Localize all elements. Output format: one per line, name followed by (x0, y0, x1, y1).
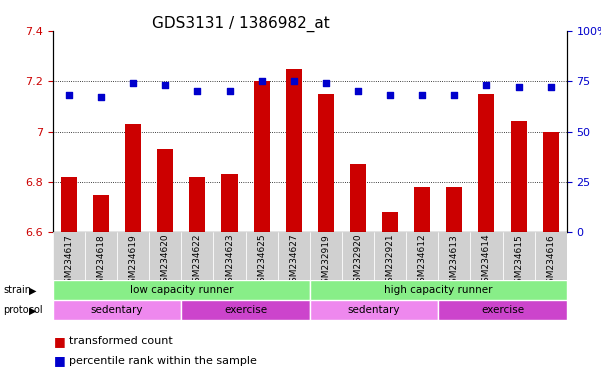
Text: GSM232921: GSM232921 (386, 234, 395, 288)
Bar (254, 81, 270, 232)
Text: GDS3131 / 1386982_at: GDS3131 / 1386982_at (151, 15, 329, 31)
Bar (117, 232, 149, 280)
Text: exercise: exercise (481, 305, 524, 315)
Text: GSM232919: GSM232919 (322, 234, 331, 288)
Bar (543, 131, 559, 232)
Bar (471, 232, 502, 280)
Bar (182, 300, 310, 320)
Text: GSM234614: GSM234614 (482, 234, 491, 288)
Bar (406, 232, 438, 280)
Bar (374, 232, 406, 280)
Point (321, 80, 331, 86)
Text: GSM234627: GSM234627 (289, 234, 298, 288)
Point (289, 78, 299, 84)
Text: GSM234623: GSM234623 (225, 234, 234, 288)
Text: GSM234616: GSM234616 (546, 234, 555, 288)
Text: GSM234612: GSM234612 (418, 234, 427, 288)
Bar (278, 232, 310, 280)
Bar (189, 177, 206, 232)
Bar (310, 300, 438, 320)
Point (192, 88, 202, 94)
Bar (157, 149, 173, 232)
Point (353, 88, 363, 94)
Text: GSM234618: GSM234618 (97, 234, 106, 288)
Bar (318, 94, 334, 232)
Point (96, 94, 106, 100)
Point (225, 88, 234, 94)
Text: transformed count: transformed count (69, 336, 173, 346)
Bar (53, 280, 310, 300)
Point (129, 80, 138, 86)
Point (450, 92, 459, 98)
Point (546, 84, 555, 90)
Text: GSM234617: GSM234617 (64, 234, 73, 288)
Point (514, 84, 523, 90)
Bar (285, 68, 302, 232)
Point (160, 82, 170, 88)
Bar (93, 195, 109, 232)
Text: ▶: ▶ (29, 305, 37, 315)
Bar (342, 232, 374, 280)
Bar (447, 187, 462, 232)
Text: GSM234615: GSM234615 (514, 234, 523, 288)
Point (64, 92, 74, 98)
Text: sedentary: sedentary (91, 305, 144, 315)
Text: percentile rank within the sample: percentile rank within the sample (69, 356, 257, 366)
Text: sedentary: sedentary (348, 305, 400, 315)
Text: GSM234622: GSM234622 (193, 234, 202, 288)
Bar (213, 232, 246, 280)
Bar (502, 232, 535, 280)
Bar (438, 300, 567, 320)
Bar (149, 232, 182, 280)
Point (385, 92, 395, 98)
Bar (310, 280, 567, 300)
Bar (535, 232, 567, 280)
Text: ■: ■ (54, 354, 66, 367)
Bar (478, 94, 495, 232)
Text: protocol: protocol (3, 305, 43, 315)
Text: GSM232920: GSM232920 (353, 234, 362, 288)
Bar (510, 121, 526, 232)
Bar (85, 232, 117, 280)
Text: GSM234620: GSM234620 (161, 234, 170, 288)
Point (257, 78, 266, 84)
Point (418, 92, 427, 98)
Bar (414, 187, 430, 232)
Text: high capacity runner: high capacity runner (384, 285, 493, 295)
Text: ■: ■ (54, 335, 66, 348)
Text: GSM234625: GSM234625 (257, 234, 266, 288)
Bar (53, 232, 85, 280)
Point (481, 82, 491, 88)
Text: strain: strain (3, 285, 31, 295)
Bar (246, 232, 278, 280)
Text: low capacity runner: low capacity runner (130, 285, 233, 295)
Bar (182, 232, 213, 280)
Bar (310, 232, 342, 280)
Bar (350, 164, 366, 232)
Text: exercise: exercise (224, 305, 267, 315)
Text: GSM234619: GSM234619 (129, 234, 138, 288)
Text: ▶: ▶ (29, 285, 37, 295)
Bar (438, 232, 471, 280)
Bar (382, 212, 398, 232)
Bar (61, 177, 77, 232)
Bar (125, 124, 141, 232)
Text: GSM234613: GSM234613 (450, 234, 459, 288)
Bar (222, 174, 237, 232)
Bar (53, 300, 182, 320)
